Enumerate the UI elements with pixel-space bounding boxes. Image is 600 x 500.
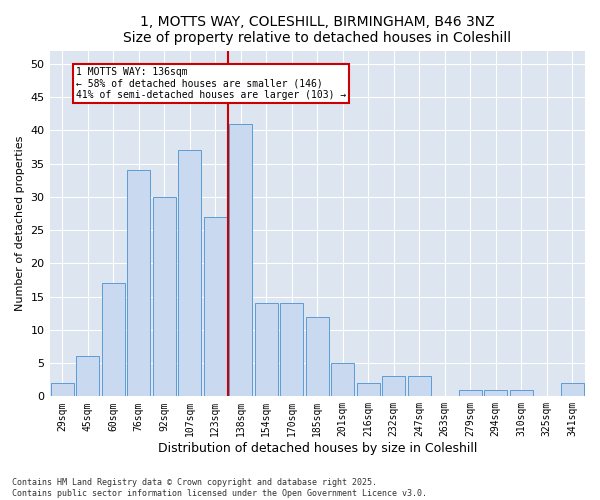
Bar <box>510 390 533 396</box>
X-axis label: Distribution of detached houses by size in Coleshill: Distribution of detached houses by size … <box>158 442 477 455</box>
Title: 1, MOTTS WAY, COLESHILL, BIRMINGHAM, B46 3NZ
Size of property relative to detach: 1, MOTTS WAY, COLESHILL, BIRMINGHAM, B46… <box>123 15 511 45</box>
Y-axis label: Number of detached properties: Number of detached properties <box>15 136 25 311</box>
Text: Contains HM Land Registry data © Crown copyright and database right 2025.
Contai: Contains HM Land Registry data © Crown c… <box>12 478 427 498</box>
Bar <box>127 170 150 396</box>
Bar <box>102 284 125 397</box>
Bar <box>357 383 380 396</box>
Bar <box>51 383 74 396</box>
Bar <box>561 383 584 396</box>
Bar <box>76 356 99 397</box>
Bar <box>382 376 405 396</box>
Bar <box>484 390 507 396</box>
Bar <box>255 303 278 396</box>
Bar <box>306 316 329 396</box>
Bar <box>408 376 431 396</box>
Text: 1 MOTTS WAY: 136sqm
← 58% of detached houses are smaller (146)
41% of semi-detac: 1 MOTTS WAY: 136sqm ← 58% of detached ho… <box>76 67 347 100</box>
Bar <box>280 303 303 396</box>
Bar <box>204 217 227 396</box>
Bar <box>331 363 354 396</box>
Bar <box>178 150 201 396</box>
Bar <box>153 197 176 396</box>
Bar <box>459 390 482 396</box>
Bar <box>229 124 252 396</box>
